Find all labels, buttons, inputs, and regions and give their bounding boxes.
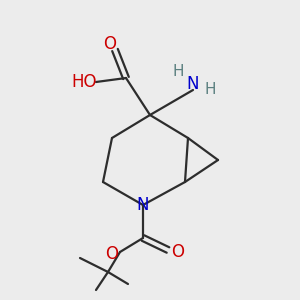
Text: O: O (106, 245, 118, 263)
Text: H: H (172, 64, 184, 80)
Text: HO: HO (71, 73, 97, 91)
Text: H: H (204, 82, 216, 98)
Text: O: O (172, 243, 184, 261)
Text: N: N (137, 196, 149, 214)
Text: N: N (187, 75, 199, 93)
Text: O: O (103, 35, 116, 53)
